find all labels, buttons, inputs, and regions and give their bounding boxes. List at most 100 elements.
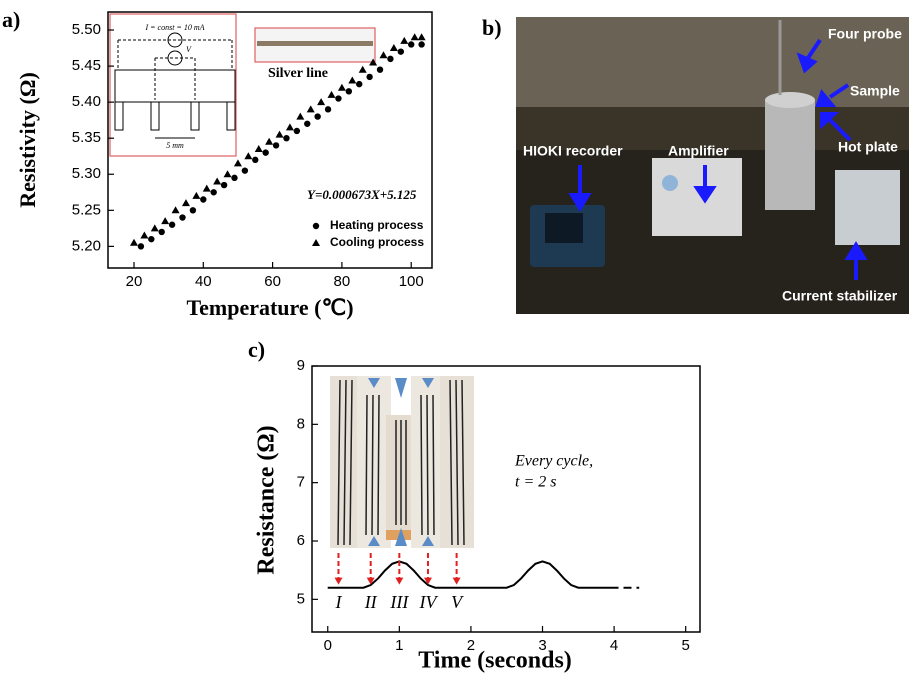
circle-marker [148, 235, 155, 243]
resistance-line [327, 560, 611, 589]
circle-marker [397, 48, 405, 55]
x-tick-label: 40 [195, 273, 212, 290]
triangle-marker [192, 191, 201, 199]
circle-marker [366, 73, 373, 81]
stage-arrowhead [395, 577, 404, 585]
circle-marker [324, 106, 332, 113]
stage-label: II [364, 592, 378, 612]
stage-arrowhead [366, 577, 375, 585]
plot-frame [107, 11, 433, 269]
x-tick-label: 3 [538, 637, 546, 654]
y-tick-label: 5.50 [72, 21, 101, 38]
inset-label: 5 mm [166, 141, 184, 150]
x-tick-label: 1 [395, 637, 403, 654]
stage-label: V [451, 592, 464, 612]
x-tick-label: 60 [264, 273, 281, 290]
photo-label: Sample [850, 83, 900, 99]
photo-label: Four probe [828, 26, 902, 42]
equation: Y=0.000673X+5.125 [307, 187, 417, 202]
silver-line-inset [254, 27, 376, 63]
legend-label: Heating process [330, 218, 424, 232]
circle-marker [312, 222, 320, 230]
x-tick-label: 2 [467, 637, 475, 654]
circle-marker [241, 167, 249, 174]
circle-marker [345, 88, 353, 95]
triangle-marker [337, 83, 346, 91]
triangle-marker [379, 51, 388, 59]
y-tick-label: 5.30 [72, 165, 101, 182]
inset-label: I = const = 10 mA [144, 23, 204, 32]
triangle-marker [265, 137, 274, 145]
triangle-marker [233, 159, 242, 167]
y-tick-label: 5.45 [72, 57, 101, 74]
x-tick-label: 100 [399, 273, 424, 290]
triangle-marker [244, 152, 253, 160]
circle-marker [158, 228, 165, 236]
circle-marker [376, 66, 384, 73]
x-axis-label: Temperature (℃) [186, 295, 353, 320]
triangle-marker [213, 177, 222, 185]
triangle-marker [202, 184, 211, 192]
circle-marker [252, 156, 259, 164]
circle-marker [408, 41, 415, 48]
stage-label: III [389, 592, 409, 612]
stage-arrowhead [334, 577, 343, 585]
circle-marker [262, 149, 269, 156]
triangle-marker [389, 44, 398, 52]
triangle-marker [161, 217, 170, 225]
legend-label: Cooling process [330, 235, 424, 249]
triangle-marker [312, 239, 320, 246]
inset-label: Silver line [268, 66, 328, 81]
triangle-marker [410, 33, 419, 41]
circle-marker [356, 80, 363, 88]
triangle-marker [254, 145, 263, 153]
stage-label: IV [418, 592, 438, 612]
inset-label: V [186, 45, 192, 54]
panel-label: a) [2, 7, 20, 32]
triangle-marker [181, 199, 190, 207]
y-tick-label: 5.35 [72, 129, 101, 146]
y-tick-label: 5 [297, 590, 305, 607]
circle-marker [231, 174, 238, 182]
x-tick-label: 4 [610, 637, 618, 654]
circle-marker [210, 189, 217, 196]
stage-arrowhead [452, 577, 461, 585]
triangle-marker [150, 224, 159, 232]
x-tick-label: 0 [324, 637, 332, 654]
y-tick-label: 5.25 [72, 201, 101, 218]
circle-marker [335, 95, 342, 102]
annotation: Every cycle, [514, 453, 593, 470]
x-tick-label: 80 [334, 273, 351, 290]
triangle-marker [306, 105, 315, 113]
triangle-marker [140, 231, 149, 239]
x-tick-label: 5 [682, 637, 690, 654]
y-tick-label: 9 [297, 357, 305, 374]
triangle-marker [129, 238, 138, 246]
circle-marker [418, 41, 425, 48]
triangle-marker [285, 123, 294, 131]
y-tick-label: 5.20 [72, 237, 101, 254]
circle-marker [283, 134, 290, 142]
photo-label: Current stabilizer [782, 288, 898, 304]
circle-marker [200, 196, 207, 203]
y-axis-label: Resistance (Ω) [254, 425, 280, 574]
photo-label: Hot plate [838, 139, 898, 155]
circle-marker [272, 142, 280, 149]
circle-marker [179, 214, 186, 221]
triangle-marker [317, 98, 326, 106]
y-tick-label: 7 [297, 474, 305, 491]
photo [516, 17, 909, 314]
annotation: t = 2 s [515, 474, 556, 491]
x-tick-label: 20 [126, 273, 143, 290]
circle-marker [137, 243, 145, 250]
y-tick-label: 8 [297, 415, 305, 432]
panel-label: b) [482, 15, 502, 40]
y-axis-label: Resistivity (Ω) [15, 72, 40, 208]
panel-label: c) [248, 337, 265, 362]
triangle-marker [223, 170, 232, 178]
y-tick-label: 6 [297, 532, 305, 549]
circle-marker [189, 207, 197, 214]
triangle-marker [358, 65, 367, 73]
circle-marker [387, 55, 394, 63]
